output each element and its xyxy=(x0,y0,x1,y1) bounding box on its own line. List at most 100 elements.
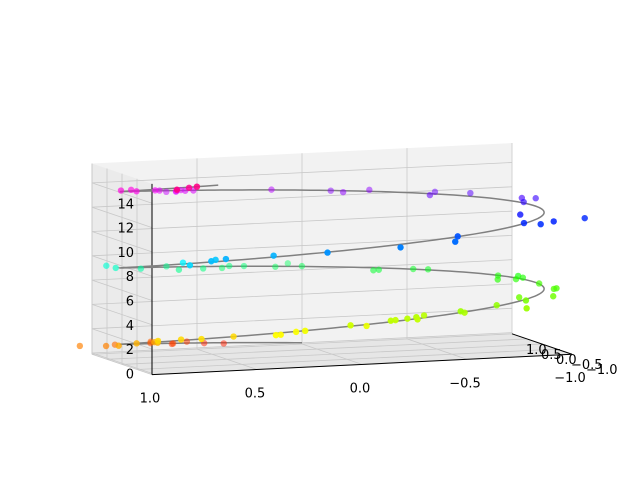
scatter-point xyxy=(277,331,284,338)
scatter-point xyxy=(387,317,394,324)
scatter-point xyxy=(410,265,417,273)
scatter-point xyxy=(112,264,119,272)
z-tick-label: 10 xyxy=(117,246,134,261)
x-tick-label: 0.5 xyxy=(245,387,266,402)
scatter-point xyxy=(519,274,527,281)
scatter-point xyxy=(452,238,459,245)
grid-line-z xyxy=(91,162,513,204)
z-tick-label: 8 xyxy=(126,270,134,285)
scatter-point xyxy=(179,259,187,266)
scatter-point xyxy=(115,342,122,349)
y-tick-label: 0.0 xyxy=(556,353,577,368)
x-axis-line xyxy=(151,353,573,376)
scatter-point xyxy=(493,302,500,309)
scatter-points xyxy=(76,183,588,350)
scatter-point xyxy=(363,322,370,330)
scatter-point xyxy=(284,260,292,267)
z-tick-label: 0 xyxy=(126,367,134,382)
scatter-point xyxy=(512,275,520,283)
grid-line-z xyxy=(91,235,513,277)
scatter-point xyxy=(550,218,557,225)
scatter-point xyxy=(208,258,215,265)
y-tick-label: 1.0 xyxy=(526,343,547,358)
grid-line-y-floor xyxy=(91,333,513,355)
scatter-point xyxy=(324,249,331,256)
scatter-point xyxy=(133,340,140,347)
scatter-point xyxy=(175,266,183,273)
grid-line-z xyxy=(91,259,513,301)
scatter-point xyxy=(177,336,185,343)
scatter-point xyxy=(137,265,145,272)
scatter-point xyxy=(522,297,530,304)
scatter-point xyxy=(183,338,191,345)
scatter-point xyxy=(270,252,277,259)
scatter-point xyxy=(404,315,411,322)
scatter-point xyxy=(581,214,588,222)
scatter-point xyxy=(102,342,110,350)
scatter-point xyxy=(76,342,84,350)
scatter-point xyxy=(185,184,193,191)
scatter-point xyxy=(457,308,464,315)
z-tick-label: 4 xyxy=(126,319,134,334)
scatter-point xyxy=(397,244,404,251)
x-tick-label: −1.0 xyxy=(554,371,586,386)
scatter-point xyxy=(173,186,181,193)
z-tick-label: 2 xyxy=(126,343,134,358)
scatter-point xyxy=(169,340,177,347)
scatter-point xyxy=(467,189,474,197)
scatter-point xyxy=(327,187,334,194)
scatter-point xyxy=(339,188,347,196)
scatter-point xyxy=(198,335,205,343)
z-tick-label: 14 xyxy=(117,197,134,212)
scatter-point xyxy=(520,198,527,206)
scatter-point xyxy=(424,266,432,273)
scatter-point xyxy=(375,266,383,273)
z-tick-label: 12 xyxy=(117,222,134,237)
scatter-point xyxy=(117,187,125,194)
grid-line-y-floor xyxy=(106,338,528,360)
scatter-point xyxy=(301,327,309,335)
grid-line-y-floor xyxy=(136,348,558,370)
y-tick-label: −1.0 xyxy=(586,363,618,378)
scatter-point xyxy=(535,280,543,287)
scatter-point xyxy=(163,263,170,270)
scatter-point xyxy=(370,267,377,274)
scatter-point xyxy=(550,293,557,300)
scatter-point xyxy=(230,333,237,340)
y-tick-label: 0.5 xyxy=(541,348,562,363)
scatter-point xyxy=(151,187,159,194)
scatter-point xyxy=(186,262,194,269)
scatter-point xyxy=(532,195,539,202)
scatter-point xyxy=(347,322,354,329)
scatter-point xyxy=(454,233,461,240)
grid-line-y-floor xyxy=(121,343,543,365)
scatter-point xyxy=(226,262,233,270)
scatter-point xyxy=(366,186,373,194)
scatter-point xyxy=(553,285,560,292)
helix-curve-line xyxy=(117,184,545,346)
scatter-point xyxy=(420,312,428,319)
y-axis-line xyxy=(511,333,573,355)
scatter-point xyxy=(392,316,399,324)
scatter-point xyxy=(414,316,421,323)
scatter-point xyxy=(431,188,439,196)
tick-labels: 1.0 0.5 0.0 −0.5 −1.01.00.50.0−0.5−1.0024681… xyxy=(117,197,617,406)
z-tick-label: 6 xyxy=(126,295,134,310)
scatter-point xyxy=(127,186,135,194)
scatter-point xyxy=(426,191,434,199)
scatter-point xyxy=(218,264,226,272)
scatter-point xyxy=(199,265,207,272)
scatter-point xyxy=(520,219,528,227)
scatter-point xyxy=(220,340,227,347)
scatter-point xyxy=(523,305,530,312)
scatter-point xyxy=(272,263,279,270)
scatter-point xyxy=(163,188,170,196)
x-tick-label: 0.0 xyxy=(350,381,371,396)
x-tick-label: 1.0 xyxy=(140,392,161,407)
scatter-point xyxy=(133,188,140,195)
y-tick-label: −0.5 xyxy=(571,358,603,373)
scatter-point xyxy=(154,337,162,345)
scatter-point xyxy=(268,186,275,193)
scatter-point xyxy=(272,331,280,339)
